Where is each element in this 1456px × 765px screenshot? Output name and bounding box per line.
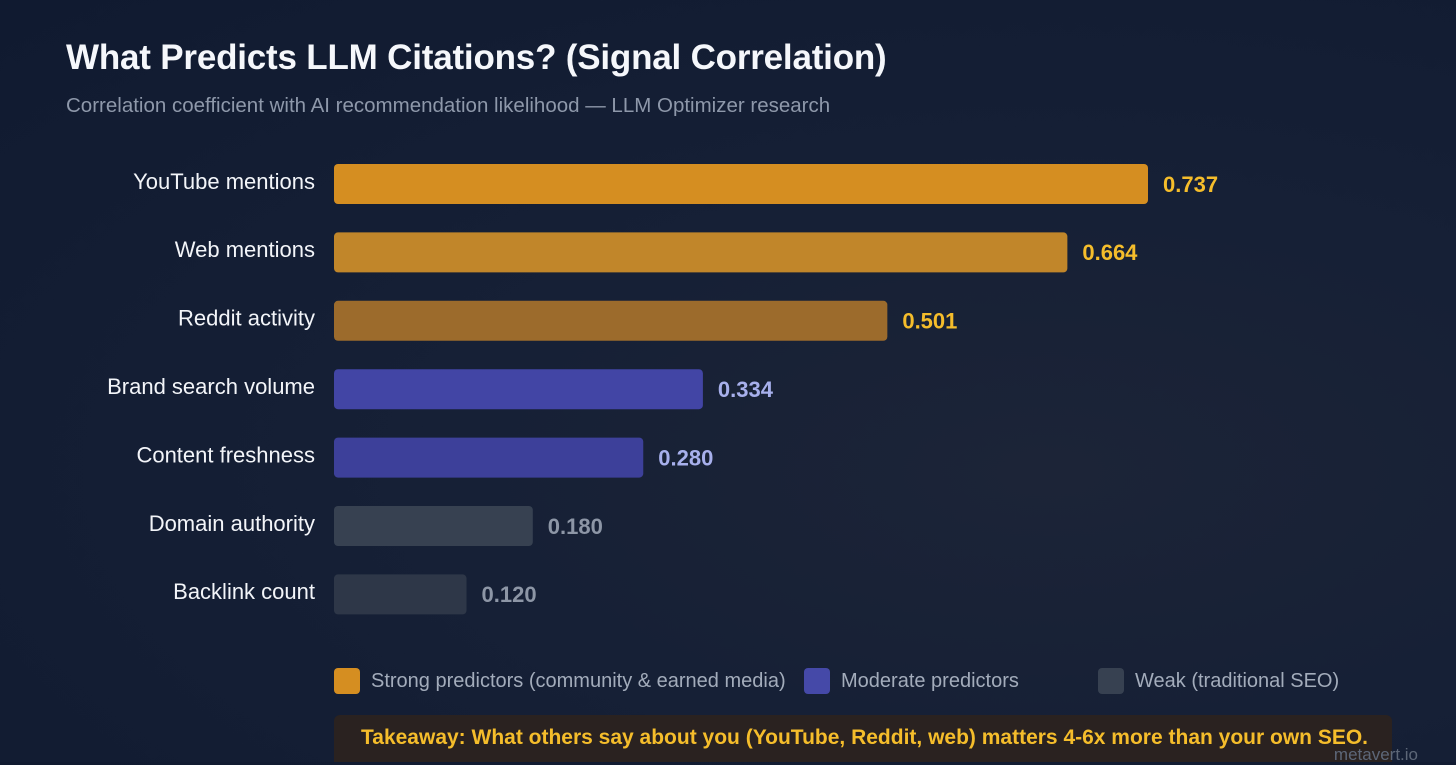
legend-label-moderate: Moderate predictors: [841, 669, 1019, 692]
value-label-domain-authority: 0.180: [548, 514, 603, 539]
chart-title: What Predicts LLM Citations? (Signal Cor…: [66, 38, 887, 77]
value-labels: 0.737 0.664 0.501 0.334 0.280 0.180 0.120: [482, 172, 1219, 607]
category-labels: YouTube mentions Web mentions Reddit activ…: [107, 169, 315, 604]
legend-swatch-weak: [1098, 668, 1124, 694]
value-label-brand-search-volume: 0.334: [718, 377, 774, 402]
bar-brand-search-volume: [334, 369, 703, 410]
bar-chart-plot: YouTube mentions Web mentions Reddit activ…: [107, 164, 1219, 615]
category-label-content-freshness: Content freshness: [136, 442, 315, 467]
watermark: metavert.io: [1333, 745, 1418, 764]
category-label-brand-search-volume: Brand search volume: [107, 374, 315, 399]
legend-item-moderate: Moderate predictors: [804, 668, 1019, 694]
legend-label-weak: Weak (traditional SEO): [1135, 669, 1340, 692]
chart-subtitle: Correlation coefficient with AI recommen…: [66, 94, 831, 117]
value-label-content-freshness: 0.280: [658, 445, 713, 470]
bar-backlink-count: [334, 574, 467, 615]
value-label-reddit-activity: 0.501: [902, 309, 957, 334]
value-label-backlink-count: 0.120: [482, 582, 537, 607]
bar-domain-authority: [334, 506, 533, 546]
category-label-domain-authority: Domain authority: [149, 511, 315, 536]
takeaway-banner: [334, 715, 1392, 762]
legend-swatch-strong: [334, 668, 360, 694]
bar-web-mentions: [334, 232, 1068, 273]
category-label-youtube-mentions: YouTube mentions: [133, 169, 315, 194]
legend-item-strong: Strong predictors (community & earned me…: [334, 668, 786, 694]
bar-reddit-activity: [334, 300, 888, 341]
value-label-web-mentions: 0.664: [1082, 240, 1138, 265]
value-label-youtube-mentions: 0.737: [1163, 172, 1218, 197]
category-label-web-mentions: Web mentions: [175, 237, 315, 262]
category-label-backlink-count: Backlink count: [173, 579, 315, 604]
bar-content-freshness: [334, 437, 644, 478]
bar-youtube-mentions: [334, 164, 1148, 204]
category-label-reddit-activity: Reddit activity: [178, 306, 315, 331]
bars: [334, 164, 1148, 615]
legend-label-strong: Strong predictors (community & earned me…: [371, 669, 786, 692]
legend-item-weak: Weak (traditional SEO): [1098, 668, 1339, 694]
legend-swatch-moderate: [804, 668, 830, 694]
takeaway-text: Takeaway: What others say about you (You…: [361, 726, 1369, 749]
